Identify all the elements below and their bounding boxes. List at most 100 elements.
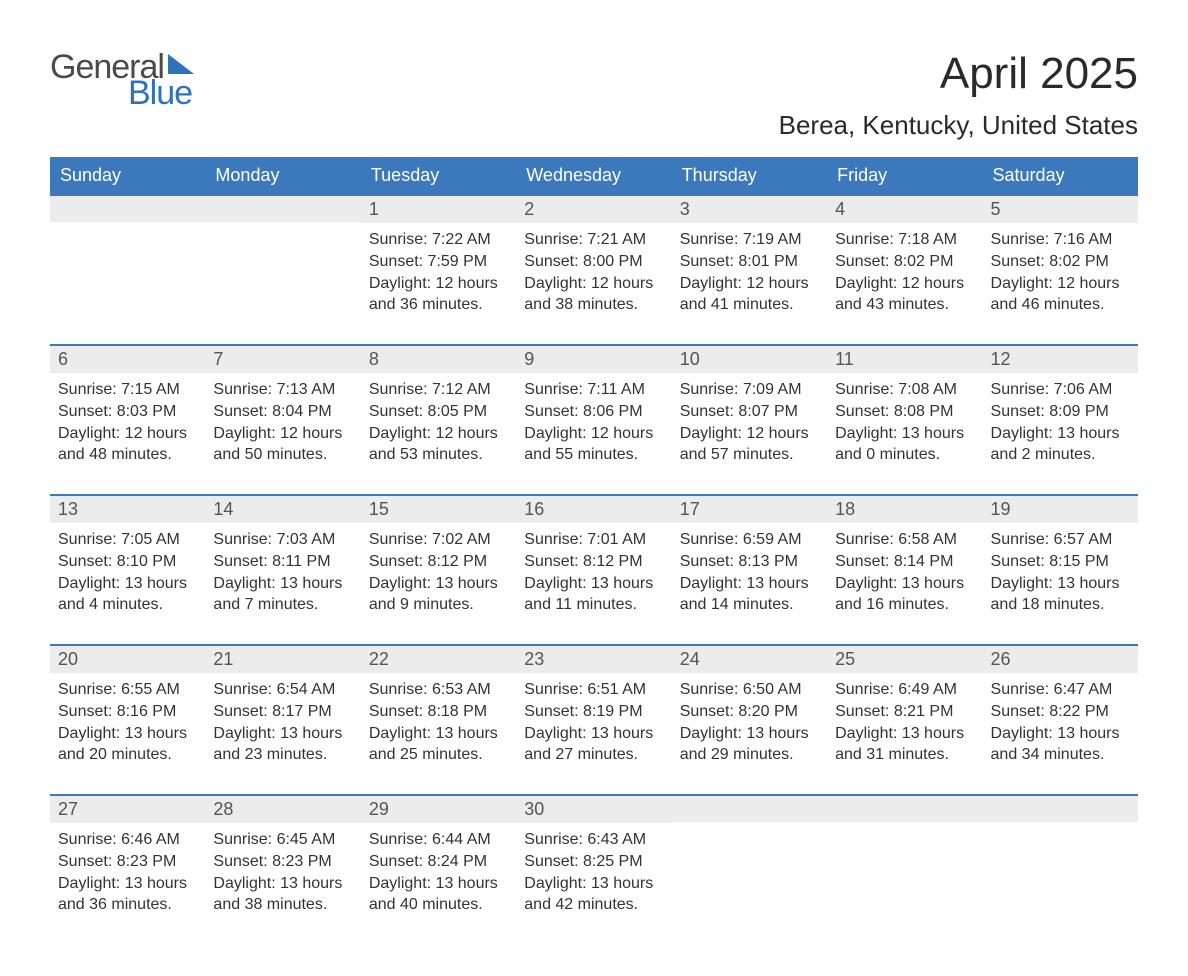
day-daylight1: Daylight: 13 hours [369, 573, 508, 595]
day-daylight1: Daylight: 12 hours [213, 423, 352, 445]
day-sunset: Sunset: 8:20 PM [680, 701, 819, 723]
day-sunrise: Sunrise: 6:57 AM [991, 529, 1130, 551]
day-daylight2: and 23 minutes. [213, 744, 352, 766]
day-daylight2: and 31 minutes. [835, 744, 974, 766]
day-cell [50, 196, 205, 326]
day-body: Sunrise: 7:21 AMSunset: 8:00 PMDaylight:… [516, 223, 671, 319]
day-cell: 18Sunrise: 6:58 AMSunset: 8:14 PMDayligh… [827, 496, 982, 626]
day-body: Sunrise: 7:09 AMSunset: 8:07 PMDaylight:… [672, 373, 827, 469]
day-sunset: Sunset: 8:22 PM [991, 701, 1130, 723]
day-number: 18 [827, 496, 982, 523]
day-sunset: Sunset: 8:17 PM [213, 701, 352, 723]
dow-friday: Friday [827, 157, 982, 194]
day-body: Sunrise: 7:22 AMSunset: 7:59 PMDaylight:… [361, 223, 516, 319]
day-daylight1: Daylight: 13 hours [213, 573, 352, 595]
day-cell: 30Sunrise: 6:43 AMSunset: 8:25 PMDayligh… [516, 796, 671, 926]
day-sunrise: Sunrise: 7:09 AM [680, 379, 819, 401]
day-number: 27 [50, 796, 205, 823]
day-body: Sunrise: 6:54 AMSunset: 8:17 PMDaylight:… [205, 673, 360, 769]
day-cell: 25Sunrise: 6:49 AMSunset: 8:21 PMDayligh… [827, 646, 982, 776]
week-row: 6Sunrise: 7:15 AMSunset: 8:03 PMDaylight… [50, 344, 1138, 476]
day-sunrise: Sunrise: 6:59 AM [680, 529, 819, 551]
day-cell [672, 796, 827, 926]
location-subtitle: Berea, Kentucky, United States [779, 110, 1138, 141]
day-daylight1: Daylight: 13 hours [524, 573, 663, 595]
day-sunrise: Sunrise: 6:47 AM [991, 679, 1130, 701]
weeks-container: 1Sunrise: 7:22 AMSunset: 7:59 PMDaylight… [50, 194, 1138, 926]
day-daylight2: and 34 minutes. [991, 744, 1130, 766]
day-daylight2: and 36 minutes. [369, 294, 508, 316]
day-cell: 6Sunrise: 7:15 AMSunset: 8:03 PMDaylight… [50, 346, 205, 476]
day-number [205, 196, 360, 222]
day-daylight1: Daylight: 13 hours [991, 423, 1130, 445]
day-sunset: Sunset: 8:09 PM [991, 401, 1130, 423]
day-body: Sunrise: 7:13 AMSunset: 8:04 PMDaylight:… [205, 373, 360, 469]
day-body: Sunrise: 6:45 AMSunset: 8:23 PMDaylight:… [205, 823, 360, 919]
day-sunset: Sunset: 8:02 PM [835, 251, 974, 273]
day-daylight1: Daylight: 13 hours [835, 423, 974, 445]
day-cell: 21Sunrise: 6:54 AMSunset: 8:17 PMDayligh… [205, 646, 360, 776]
day-sunrise: Sunrise: 6:53 AM [369, 679, 508, 701]
day-of-week-header: Sunday Monday Tuesday Wednesday Thursday… [50, 157, 1138, 194]
day-cell: 13Sunrise: 7:05 AMSunset: 8:10 PMDayligh… [50, 496, 205, 626]
day-daylight2: and 38 minutes. [524, 294, 663, 316]
week-row: 13Sunrise: 7:05 AMSunset: 8:10 PMDayligh… [50, 494, 1138, 626]
dow-sunday: Sunday [50, 157, 205, 194]
day-daylight1: Daylight: 12 hours [680, 423, 819, 445]
day-sunset: Sunset: 8:12 PM [369, 551, 508, 573]
day-body: Sunrise: 6:51 AMSunset: 8:19 PMDaylight:… [516, 673, 671, 769]
calendar-grid: Sunday Monday Tuesday Wednesday Thursday… [50, 157, 1138, 926]
day-cell: 27Sunrise: 6:46 AMSunset: 8:23 PMDayligh… [50, 796, 205, 926]
day-daylight1: Daylight: 13 hours [524, 723, 663, 745]
day-cell: 2Sunrise: 7:21 AMSunset: 8:00 PMDaylight… [516, 196, 671, 326]
day-body: Sunrise: 7:12 AMSunset: 8:05 PMDaylight:… [361, 373, 516, 469]
day-daylight2: and 38 minutes. [213, 894, 352, 916]
day-body: Sunrise: 7:01 AMSunset: 8:12 PMDaylight:… [516, 523, 671, 619]
day-sunset: Sunset: 8:10 PM [58, 551, 197, 573]
day-number: 30 [516, 796, 671, 823]
day-sunrise: Sunrise: 7:21 AM [524, 229, 663, 251]
day-sunrise: Sunrise: 6:54 AM [213, 679, 352, 701]
day-daylight1: Daylight: 12 hours [524, 273, 663, 295]
day-daylight2: and 36 minutes. [58, 894, 197, 916]
day-daylight1: Daylight: 13 hours [58, 573, 197, 595]
day-body [827, 822, 982, 832]
day-sunset: Sunset: 8:00 PM [524, 251, 663, 273]
day-sunset: Sunset: 8:23 PM [58, 851, 197, 873]
day-sunrise: Sunrise: 6:44 AM [369, 829, 508, 851]
day-daylight2: and 53 minutes. [369, 444, 508, 466]
day-number: 17 [672, 496, 827, 523]
day-sunset: Sunset: 8:23 PM [213, 851, 352, 873]
day-daylight1: Daylight: 13 hours [680, 723, 819, 745]
day-daylight1: Daylight: 13 hours [213, 723, 352, 745]
day-daylight1: Daylight: 12 hours [369, 423, 508, 445]
day-daylight1: Daylight: 12 hours [369, 273, 508, 295]
day-cell: 23Sunrise: 6:51 AMSunset: 8:19 PMDayligh… [516, 646, 671, 776]
day-sunset: Sunset: 8:07 PM [680, 401, 819, 423]
dow-wednesday: Wednesday [516, 157, 671, 194]
day-daylight1: Daylight: 13 hours [680, 573, 819, 595]
day-cell [983, 796, 1138, 926]
day-body: Sunrise: 7:03 AMSunset: 8:11 PMDaylight:… [205, 523, 360, 619]
day-sunrise: Sunrise: 7:11 AM [524, 379, 663, 401]
day-sunrise: Sunrise: 6:46 AM [58, 829, 197, 851]
day-cell: 5Sunrise: 7:16 AMSunset: 8:02 PMDaylight… [983, 196, 1138, 326]
day-daylight1: Daylight: 12 hours [680, 273, 819, 295]
day-daylight2: and 29 minutes. [680, 744, 819, 766]
day-body: Sunrise: 7:19 AMSunset: 8:01 PMDaylight:… [672, 223, 827, 319]
day-number: 12 [983, 346, 1138, 373]
dow-thursday: Thursday [672, 157, 827, 194]
day-body: Sunrise: 6:47 AMSunset: 8:22 PMDaylight:… [983, 673, 1138, 769]
day-body: Sunrise: 6:46 AMSunset: 8:23 PMDaylight:… [50, 823, 205, 919]
day-daylight1: Daylight: 12 hours [58, 423, 197, 445]
day-sunrise: Sunrise: 7:05 AM [58, 529, 197, 551]
day-daylight2: and 42 minutes. [524, 894, 663, 916]
day-number: 22 [361, 646, 516, 673]
day-number: 24 [672, 646, 827, 673]
day-daylight2: and 11 minutes. [524, 594, 663, 616]
day-number: 29 [361, 796, 516, 823]
day-sunset: Sunset: 8:12 PM [524, 551, 663, 573]
day-body: Sunrise: 6:53 AMSunset: 8:18 PMDaylight:… [361, 673, 516, 769]
day-body: Sunrise: 6:55 AMSunset: 8:16 PMDaylight:… [50, 673, 205, 769]
day-sunset: Sunset: 8:13 PM [680, 551, 819, 573]
